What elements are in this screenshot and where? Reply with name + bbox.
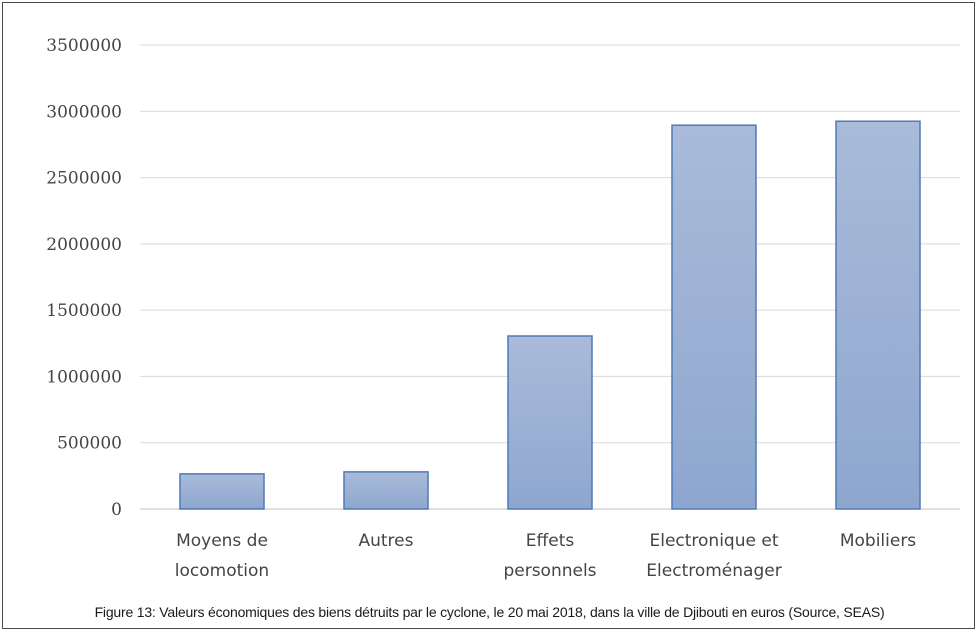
x-category-label-line: Electroménager (646, 561, 781, 581)
y-tick-label: 2500000 (46, 169, 122, 189)
bar-chart: 0 500000 1000000 1500000 2000000 2500000 30000… (46, 36, 960, 581)
y-tick-label: 3000000 (46, 102, 122, 122)
x-category-label-line: Mobiliers (840, 531, 916, 551)
bar (179, 473, 265, 510)
y-axis-tick-labels: 0 500000 1000000 1500000 2000000 2500000 30000… (46, 36, 122, 520)
x-category-label-line: Moyens de (176, 531, 268, 551)
x-category-label-line: Effets (526, 531, 575, 551)
x-category-label: Autres (358, 531, 413, 551)
y-tick-label: 500000 (57, 434, 122, 454)
y-tick-label: 3500000 (46, 36, 122, 56)
y-tick-label: 0 (111, 500, 122, 520)
y-tick-label: 1500000 (46, 301, 122, 321)
x-category-label: Mobiliers (840, 531, 916, 551)
x-category-label: Electronique et Electroménager (646, 531, 781, 581)
figure-caption: Figure 13: Valeurs économiques des biens… (94, 604, 885, 620)
y-tick-label: 2000000 (46, 235, 122, 255)
x-category-label-line: Electronique et (649, 531, 778, 551)
x-category-label: Moyens de locomotion (175, 531, 269, 581)
x-category-label-line: personnels (503, 561, 596, 581)
x-axis-category-labels: Moyens de locomotion Autres Effets personnel… (175, 531, 917, 581)
bar (343, 471, 429, 510)
x-category-label: Effets personnels (503, 531, 596, 581)
bar (507, 335, 593, 510)
x-category-label-line: Autres (358, 531, 413, 551)
y-tick-label: 1000000 (46, 367, 122, 387)
bar (671, 124, 757, 510)
gridlines (140, 44, 960, 510)
bar (835, 120, 921, 510)
x-category-label-line: locomotion (175, 561, 269, 581)
bars (179, 120, 921, 510)
